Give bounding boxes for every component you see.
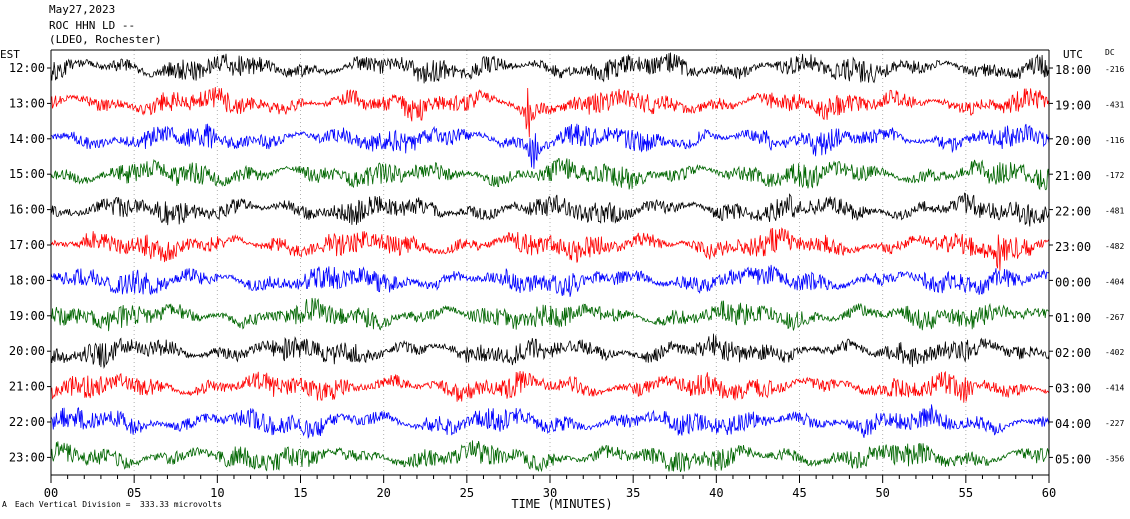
utc-hour-label: 21:00: [1055, 169, 1091, 183]
est-hour-label: 19:00: [9, 309, 45, 323]
seismic-trace: [50, 370, 1050, 403]
est-hour-label: 20:00: [9, 344, 45, 358]
utc-hour-label: 19:00: [1055, 98, 1091, 112]
dc-offset-label: -402: [1105, 348, 1124, 357]
header-station: ROC HHN LD --: [49, 19, 136, 32]
dc-offset-label: -431: [1105, 100, 1124, 109]
est-hour-label: 22:00: [9, 415, 45, 429]
est-hour-label: 15:00: [9, 167, 45, 181]
dc-offset-label: -404: [1105, 277, 1124, 286]
seismic-trace: [50, 192, 1050, 227]
dc-offset-label: -481: [1105, 207, 1124, 216]
utc-hour-label: 01:00: [1055, 311, 1091, 325]
x-tick-label: 00: [44, 486, 58, 500]
x-tick-label: 40: [709, 486, 723, 500]
x-tick-label: 20: [376, 486, 390, 500]
seismic-trace: [50, 440, 1050, 473]
seismic-trace: [50, 87, 1050, 138]
seismic-trace: [50, 227, 1050, 271]
est-hour-label: 23:00: [9, 450, 45, 464]
utc-hour-label: 04:00: [1055, 417, 1091, 431]
dc-offset-label: -414: [1105, 384, 1124, 393]
utc-hour-label: 02:00: [1055, 346, 1091, 360]
utc-hour-label: 00:00: [1055, 275, 1091, 289]
utc-hour-label: 03:00: [1055, 382, 1091, 396]
x-tick-label: 15: [293, 486, 307, 500]
x-tick-label: 05: [127, 486, 141, 500]
utc-hour-label: 18:00: [1055, 63, 1091, 77]
seismic-trace: [50, 404, 1050, 440]
utc-hour-label: 22:00: [1055, 205, 1091, 219]
est-hour-label: 13:00: [9, 96, 45, 110]
seismic-trace: [50, 158, 1050, 191]
est-hour-label: 16:00: [9, 203, 45, 217]
dc-offset-label: -116: [1105, 136, 1124, 145]
seismic-trace: [50, 264, 1050, 297]
utc-hour-label: 05:00: [1055, 452, 1091, 466]
x-tick-label: 45: [792, 486, 806, 500]
header-network: (LDEO, Rochester): [49, 33, 162, 46]
seismic-trace: [50, 297, 1050, 332]
footer-mark: A: [2, 500, 7, 509]
dc-offset-label: -267: [1105, 313, 1124, 322]
header-date: May27,2023: [49, 3, 116, 16]
x-axis-title: TIME (MINUTES): [511, 497, 612, 511]
est-hour-label: 17:00: [9, 238, 45, 252]
dc-offset-label: -216: [1105, 65, 1124, 74]
seismic-trace: [50, 123, 1050, 169]
dc-offset-label: -482: [1105, 242, 1124, 251]
est-hour-label: 12:00: [9, 61, 45, 75]
x-tick-label: 10: [210, 486, 224, 500]
est-hour-label: 21:00: [9, 380, 45, 394]
dc-offset-label: -356: [1105, 454, 1124, 463]
dc-offset-label: -172: [1105, 171, 1124, 180]
est-hour-label: 14:00: [9, 132, 45, 146]
utc-axis-label: UTC: [1063, 48, 1083, 61]
dc-offset-label: -227: [1105, 419, 1124, 428]
x-tick-label: 50: [875, 486, 889, 500]
dc-axis-label: DC: [1105, 48, 1115, 57]
vertical-division-note: Each Vertical Division = 333.33 microvol…: [14, 500, 222, 509]
x-tick-label: 35: [626, 486, 640, 500]
footer-note: A Each Vertical Division = 333.33 microvo…: [2, 500, 222, 509]
seismic-trace: [50, 333, 1050, 369]
utc-hour-label: 23:00: [1055, 240, 1091, 254]
x-tick-label: 30: [543, 486, 557, 500]
x-tick-label: 25: [460, 486, 474, 500]
est-axis-label: EST: [0, 48, 20, 61]
est-hour-label: 18:00: [9, 273, 45, 287]
x-tick-label: 55: [959, 486, 973, 500]
x-tick-label: 60: [1042, 486, 1056, 500]
utc-hour-label: 20:00: [1055, 134, 1091, 148]
seismic-trace: [50, 52, 1050, 84]
